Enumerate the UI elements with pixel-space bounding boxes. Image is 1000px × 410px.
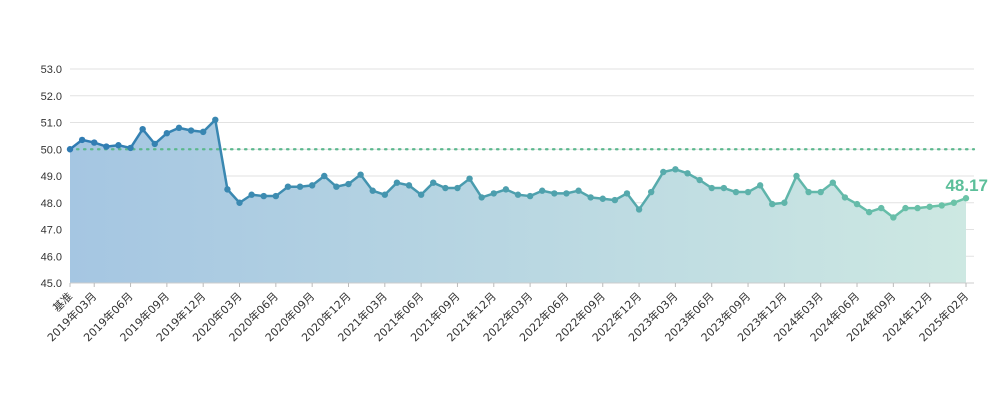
data-point	[66, 146, 74, 153]
y-axis-ticks: 45.0 46.0 47.0 48.0 49.0 50.0 51.0 52.0 53.0	[41, 64, 62, 290]
data-point	[672, 166, 679, 173]
data-point	[841, 194, 849, 201]
last-value-label: 48.17	[945, 176, 988, 195]
data-point	[781, 199, 788, 206]
data-points	[66, 116, 970, 221]
data-point	[575, 187, 582, 194]
data-point	[127, 144, 134, 152]
y-tick-label: 53.0	[41, 64, 62, 76]
data-point	[333, 183, 340, 190]
data-point	[647, 188, 655, 196]
data-point	[417, 191, 425, 198]
data-point	[829, 179, 837, 186]
data-point	[393, 179, 401, 186]
data-point	[224, 186, 231, 193]
data-point	[187, 127, 195, 134]
data-point	[296, 183, 304, 190]
data-point	[502, 186, 510, 193]
data-point	[284, 183, 292, 190]
data-point	[611, 196, 619, 204]
data-point	[902, 204, 909, 212]
data-point	[551, 190, 558, 197]
data-point	[139, 125, 146, 133]
data-point	[260, 192, 267, 200]
data-point	[853, 200, 861, 208]
data-point	[865, 208, 873, 216]
y-tick-label: 49.0	[41, 171, 62, 183]
data-point	[623, 190, 631, 197]
data-point	[405, 182, 413, 189]
data-point	[938, 202, 945, 209]
data-point	[430, 179, 437, 186]
data-point	[175, 124, 183, 132]
series-area	[70, 119, 966, 283]
data-point	[236, 199, 243, 206]
data-point	[526, 192, 534, 200]
data-point	[914, 204, 921, 212]
data-point	[720, 184, 728, 192]
data-point	[563, 190, 570, 197]
data-point	[635, 206, 643, 213]
data-point	[817, 188, 824, 196]
data-point	[878, 204, 885, 212]
data-point	[466, 175, 473, 182]
y-tick-label: 51.0	[41, 118, 62, 130]
data-point	[91, 139, 98, 146]
data-point	[539, 187, 546, 194]
data-point	[321, 172, 328, 180]
data-point	[212, 116, 219, 124]
data-point	[514, 191, 522, 198]
data-point	[490, 190, 497, 197]
y-tick-label: 48.0	[41, 198, 62, 210]
data-point	[950, 199, 958, 206]
data-point	[890, 214, 897, 221]
data-point	[78, 136, 86, 144]
data-point	[369, 187, 376, 194]
data-point	[962, 195, 970, 202]
data-point	[744, 188, 752, 196]
data-point	[587, 194, 594, 201]
data-point	[454, 184, 461, 192]
data-point	[769, 200, 776, 208]
y-tick-label: 46.0	[41, 251, 62, 263]
data-point	[115, 142, 122, 149]
data-point	[805, 188, 812, 196]
data-point	[756, 182, 764, 189]
data-point	[163, 130, 171, 137]
data-point	[199, 128, 207, 136]
x-axis-ticks: 基准2019年03月2019年06月2019年09月2019年12月2020年0…	[44, 283, 971, 344]
data-point	[599, 195, 606, 202]
data-point	[345, 180, 352, 188]
data-point	[793, 172, 800, 180]
data-point	[684, 170, 691, 177]
data-point	[308, 182, 316, 189]
data-point	[660, 168, 667, 176]
y-tick-label: 47.0	[41, 225, 62, 237]
data-point	[926, 203, 933, 210]
data-point	[478, 194, 485, 201]
y-tick-label: 52.0	[41, 91, 62, 103]
data-point	[696, 176, 703, 184]
data-point	[708, 184, 715, 192]
y-tick-label: 50.0	[41, 144, 62, 156]
data-point	[442, 184, 449, 192]
y-tick-label: 45.0	[41, 278, 62, 290]
data-point	[357, 171, 364, 178]
data-point	[272, 192, 280, 200]
data-point	[248, 191, 255, 198]
data-point	[381, 191, 389, 198]
data-point	[151, 140, 158, 148]
data-point	[732, 188, 740, 196]
data-point	[103, 143, 110, 150]
